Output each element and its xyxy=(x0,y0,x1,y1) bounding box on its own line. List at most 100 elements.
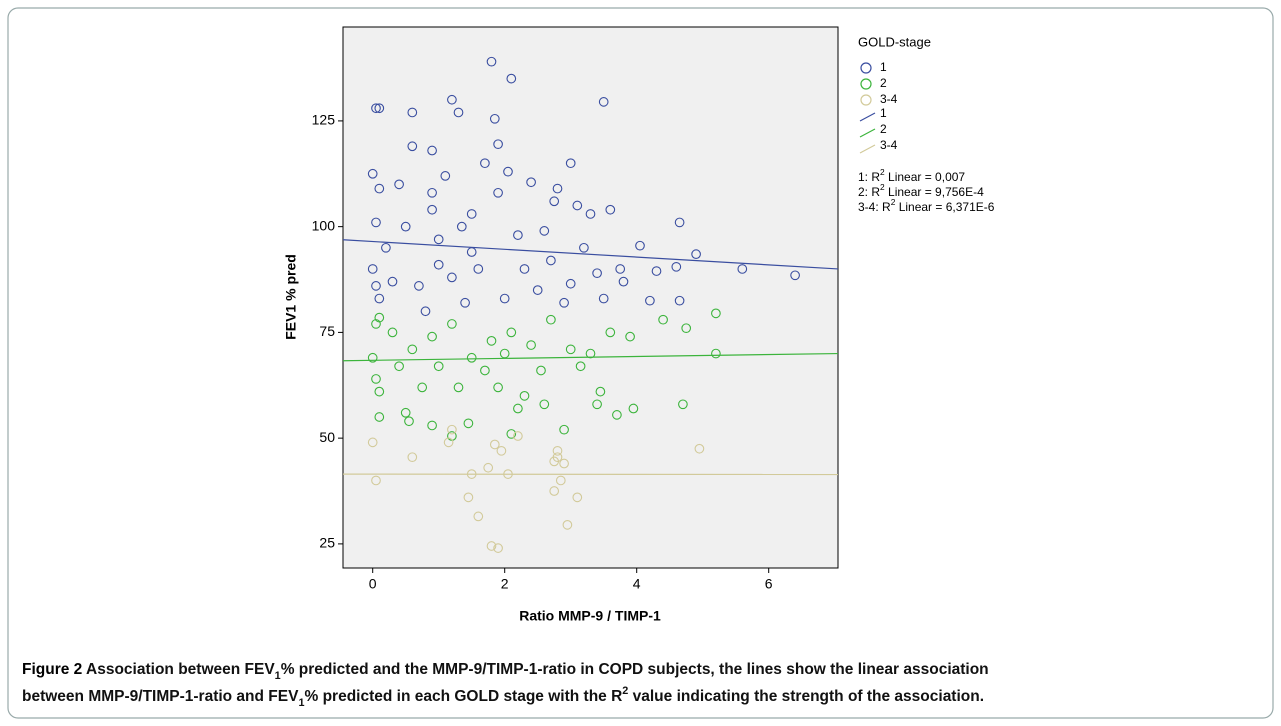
data-point xyxy=(519,264,530,274)
data-point xyxy=(489,113,500,124)
caption-line-part: % predicted and the MMP-9/TIMP-1-ratio i… xyxy=(281,661,989,678)
data-point xyxy=(473,264,484,274)
caption-line-part: between MMP-9/TIMP-1-ratio and FEV xyxy=(22,688,299,705)
data-point xyxy=(552,183,563,194)
data-point xyxy=(559,458,569,469)
data-point xyxy=(447,319,457,329)
data-point xyxy=(532,285,543,295)
data-point xyxy=(737,264,748,274)
data-point xyxy=(615,264,626,274)
data-point xyxy=(374,183,385,194)
data-point xyxy=(691,249,701,259)
data-point xyxy=(618,276,629,287)
data-point xyxy=(658,314,668,325)
data-point xyxy=(367,168,378,179)
data-point xyxy=(387,327,398,338)
r2-note: 3-4: R2 Linear = 6,371E-6 xyxy=(858,197,995,214)
data-point xyxy=(572,492,583,503)
y-tick-label: 75 xyxy=(319,323,335,339)
data-point xyxy=(552,445,563,456)
data-point xyxy=(427,331,437,342)
data-point xyxy=(453,382,464,393)
data-point xyxy=(628,403,639,414)
legend-label: 2 xyxy=(880,122,887,136)
caption-line: Figure 2 Association between FEV1% predi… xyxy=(22,661,989,682)
data-point xyxy=(387,276,398,287)
data-point xyxy=(552,452,563,463)
legend-marker xyxy=(860,94,872,106)
data-point xyxy=(592,399,602,410)
data-point xyxy=(433,361,444,372)
data-point xyxy=(526,177,536,188)
data-point xyxy=(555,475,566,486)
data-point xyxy=(559,297,569,308)
fit-line xyxy=(342,239,839,270)
data-point xyxy=(400,221,411,232)
data-point xyxy=(433,259,444,270)
data-point xyxy=(440,171,451,181)
r2-note-part: 2 xyxy=(880,182,885,192)
data-point xyxy=(486,56,497,67)
data-point xyxy=(407,141,418,152)
data-point xyxy=(414,281,424,291)
data-point xyxy=(381,242,391,253)
data-point xyxy=(427,420,437,431)
data-point xyxy=(371,374,381,384)
data-point xyxy=(499,293,510,304)
data-point xyxy=(549,196,560,207)
data-point xyxy=(466,352,477,363)
caption-line-part: 2 xyxy=(622,685,628,697)
data-point xyxy=(645,295,655,306)
data-point xyxy=(539,399,550,410)
r2-note-part: 2 xyxy=(880,167,885,177)
legend-marker xyxy=(860,78,872,90)
y-axis-title: FEV1 % pred xyxy=(283,254,299,340)
data-point xyxy=(447,431,457,441)
data-point xyxy=(536,365,546,376)
r2-note-part: 3-4: R xyxy=(858,200,891,214)
data-point xyxy=(506,327,517,338)
data-point xyxy=(595,386,606,397)
data-point xyxy=(473,511,484,522)
r2-note: 2: R2 Linear = 9,756E-4 xyxy=(858,182,984,199)
data-point xyxy=(367,352,378,363)
data-point xyxy=(519,390,530,401)
r2-note-part: 1: R xyxy=(858,170,880,184)
data-point xyxy=(493,187,503,198)
data-point xyxy=(674,217,685,228)
caption-line-part: Figure 2 xyxy=(22,661,82,678)
data-point xyxy=(565,344,576,355)
data-point xyxy=(466,209,477,219)
data-point xyxy=(453,107,464,118)
data-point xyxy=(456,221,467,232)
data-point xyxy=(598,293,609,304)
data-point xyxy=(592,268,602,279)
data-point xyxy=(374,103,385,114)
data-point xyxy=(427,187,437,198)
data-point xyxy=(374,386,385,397)
data-point xyxy=(565,158,576,169)
data-point xyxy=(493,139,503,150)
data-point xyxy=(559,424,569,435)
caption-line-part: % predicted in each GOLD stage with the … xyxy=(304,688,622,705)
r2-note-part: 2 xyxy=(891,197,896,207)
data-point xyxy=(407,107,418,118)
data-point xyxy=(539,226,550,236)
data-point xyxy=(374,312,385,323)
data-point xyxy=(681,323,692,334)
x-tick-label: 6 xyxy=(765,576,773,592)
data-point xyxy=(790,270,800,281)
data-point xyxy=(394,179,404,190)
data-point xyxy=(371,475,381,486)
x-tick-label: 4 xyxy=(633,576,641,592)
data-point xyxy=(433,234,444,245)
data-point xyxy=(374,293,385,304)
data-point xyxy=(605,204,616,215)
data-point xyxy=(546,314,556,325)
r2-note-part: 2: R xyxy=(858,185,880,199)
legend-label: 3-4 xyxy=(880,92,898,106)
legend-title: GOLD-stage xyxy=(858,34,931,49)
caption-line-part: 1 xyxy=(298,697,304,709)
data-point xyxy=(367,264,378,274)
